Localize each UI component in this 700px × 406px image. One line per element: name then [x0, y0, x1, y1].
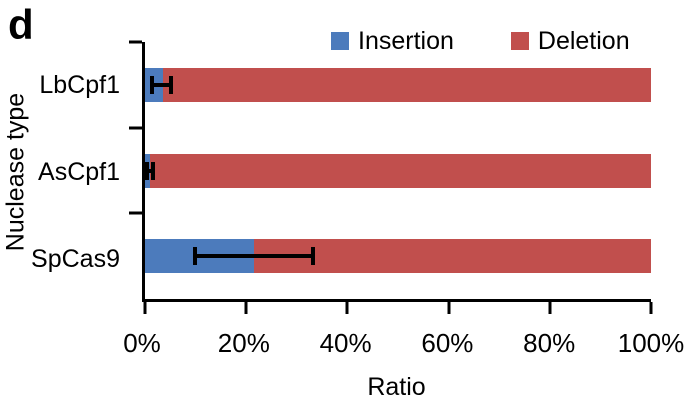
bar-AsCpf1 — [145, 153, 651, 188]
y-tick-label-LbCpf1: LbCpf1 — [39, 71, 120, 100]
error-bar-cap-left — [193, 247, 198, 266]
error-bar-line — [145, 168, 156, 173]
x-axis-tick — [447, 302, 451, 314]
x-tick-label-100pct: 100% — [617, 328, 685, 358]
x-tick-labels: 0% 20% 40% 60% 80% 100% — [123, 328, 684, 358]
bar-LbCpf1 — [145, 67, 651, 102]
y-axis-tick — [129, 40, 142, 44]
x-axis-tick — [143, 302, 147, 314]
x-tick-label-40pct: 40% — [319, 328, 372, 358]
x-tick-label-20pct: 20% — [217, 328, 270, 358]
panel-label: d — [8, 1, 34, 48]
y-tick-label-AsCpf1: AsCpf1 — [38, 158, 120, 186]
plot-area — [129, 40, 653, 314]
error-bar-line — [193, 254, 315, 259]
bar-segment-deletion-AsCpf1 — [150, 153, 651, 188]
legend-item-deletion: Deletion — [510, 27, 630, 55]
error-bar-LbCpf1 — [150, 75, 173, 94]
x-axis-tick — [649, 302, 653, 314]
x-axis-tick — [345, 302, 349, 314]
insertion-swatch-icon — [331, 32, 349, 50]
error-bar-cap-left — [145, 161, 149, 180]
legend: Insertion Deletion — [331, 27, 630, 55]
bar-segment-deletion-SpCas9 — [253, 239, 651, 274]
x-axis-title: Ratio — [367, 373, 426, 401]
error-bar-line — [150, 82, 173, 87]
x-tick-label-0pct: 0% — [123, 328, 161, 358]
bar-segment-deletion-LbCpf1 — [162, 67, 651, 102]
x-axis-tick — [244, 302, 248, 314]
x-tick-label-80pct: 80% — [523, 328, 576, 358]
y-axis-tick — [129, 211, 142, 215]
error-bar-cap-right — [310, 247, 315, 266]
legend-item-insertion: Insertion — [331, 27, 454, 55]
y-tick-label-SpCas9: SpCas9 — [31, 244, 120, 273]
error-bar-AsCpf1 — [145, 161, 156, 180]
error-bar-cap-right — [151, 161, 156, 180]
legend-label-insertion: Insertion — [358, 27, 454, 55]
y-axis-tick — [129, 126, 142, 130]
legend-label-deletion: Deletion — [537, 27, 630, 55]
deletion-swatch-icon — [510, 32, 529, 50]
error-bar-SpCas9 — [193, 247, 315, 266]
error-bar-cap-left — [150, 75, 155, 94]
x-axis-tick — [548, 302, 552, 314]
error-bar-cap-right — [168, 75, 173, 94]
x-tick-label-60pct: 60% — [421, 328, 474, 358]
